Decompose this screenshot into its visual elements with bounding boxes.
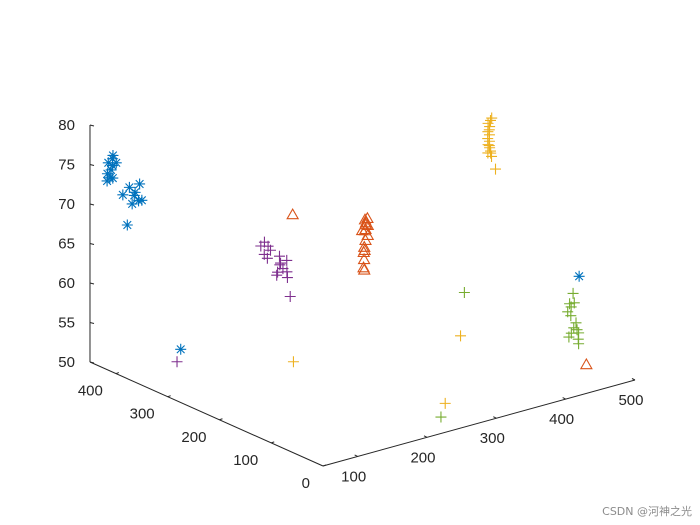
series-4-plus-point: [281, 254, 293, 266]
chart-axes: 1002003004005000100200300400505560657075…: [58, 117, 643, 492]
y-tick-label: 100: [233, 452, 258, 469]
series-5-plus-point: [565, 310, 577, 322]
z-tick-mark: [89, 243, 95, 245]
z-tick-mark: [89, 164, 95, 166]
z-tick-label: 60: [58, 275, 75, 292]
watermark-text: CSDN @河神之光: [602, 505, 692, 518]
series-5-plus-point: [568, 297, 580, 309]
series-4-plus-point: [261, 252, 273, 264]
series-3-plus-point: [484, 121, 496, 133]
z-tick-label: 65: [58, 236, 75, 253]
series-1-asterisk-point: [126, 198, 138, 210]
x-tick-label: 500: [618, 392, 643, 409]
series-1-asterisk-point: [107, 149, 119, 161]
series-4-plus-point: [272, 266, 284, 278]
x-tick-label: 100: [341, 468, 366, 485]
z-tick-label: 50: [58, 354, 75, 371]
y-tick-mark: [271, 441, 275, 444]
y-tick-mark: [219, 418, 223, 421]
y-tick-label: 200: [181, 429, 206, 446]
series-2-triangle-point: [359, 217, 373, 230]
series-1-asterisk-point: [573, 270, 585, 282]
series-5-plus-point: [563, 331, 575, 343]
x-tick-mark: [423, 435, 428, 438]
series-1-asterisk-point: [107, 172, 119, 184]
series-4-plus-point: [284, 291, 296, 303]
series-3-plus-point: [287, 356, 299, 368]
series-5-plus-point: [570, 317, 582, 329]
y-tick-label: 0: [302, 475, 310, 492]
series-3-plus-point: [483, 135, 495, 147]
x-axis-line: [322, 379, 636, 467]
series-1-asterisk-point: [175, 343, 187, 355]
series-4-plus-point: [171, 356, 183, 368]
series-1-asterisk-point: [101, 175, 113, 187]
x-tick-label: 200: [410, 449, 435, 466]
x-tick-mark: [354, 454, 358, 457]
x-tick-label: 300: [480, 430, 505, 447]
x-tick-mark: [493, 416, 497, 419]
series-1-asterisk-point: [102, 157, 114, 169]
y-tick-mark: [167, 395, 171, 398]
series-4-plus-point: [275, 257, 287, 269]
series-3-plus-point: [484, 114, 496, 126]
z-tick-mark: [89, 124, 95, 127]
series-1-asterisk-point: [106, 160, 118, 172]
series-3-plus-point: [482, 147, 494, 159]
y-tick-label: 300: [130, 406, 155, 423]
x-tick-mark: [562, 397, 566, 400]
series-1-asterisk-point: [134, 178, 146, 190]
z-tick-mark: [89, 322, 95, 324]
z-tick-label: 70: [58, 196, 75, 213]
series-3-plus-point: [455, 330, 467, 342]
series-4-plus-point: [264, 244, 276, 256]
x-tick-label: 400: [549, 411, 574, 428]
series-2-triangle-point: [355, 223, 369, 236]
series-1-asterisk-point: [105, 164, 117, 176]
series-4-plus-point: [271, 269, 283, 281]
series-1-asterisk-point: [129, 186, 141, 198]
series-1-asterisk-point: [121, 219, 133, 231]
series-5-plus-point: [568, 322, 580, 334]
series-1-asterisk-point: [128, 189, 140, 201]
series-1-asterisk-point: [110, 157, 122, 169]
series-3-plus-point: [439, 397, 451, 409]
series-3-plus-point: [482, 126, 494, 138]
z-tick-mark: [89, 282, 95, 285]
series-5-plus-point: [573, 338, 585, 350]
series-1-asterisk-point: [117, 189, 129, 201]
z-tick-label: 75: [58, 157, 75, 174]
series-1-asterisk-point: [123, 181, 135, 193]
z-tick-label: 55: [58, 315, 75, 332]
series-5-plus-point: [564, 298, 576, 310]
series-1-asterisk-point: [136, 194, 148, 206]
series-2-triangle-point: [357, 240, 371, 252]
series-5-plus-point: [458, 286, 470, 298]
z-tick-label: 80: [58, 117, 75, 134]
series-2-triangle-point: [357, 261, 370, 273]
y-axis-line: [89, 361, 324, 467]
series-4-plus-point: [274, 259, 286, 271]
series-2-triangle-point: [357, 245, 371, 258]
y-tick-label: 400: [78, 383, 103, 400]
series-3-plus-point: [490, 163, 502, 175]
series-4-plus-point: [281, 266, 293, 278]
x-tick-mark: [631, 378, 636, 381]
y-tick-mark: [322, 464, 327, 467]
series-5-plus-point: [567, 287, 579, 299]
z-tick-mark: [89, 203, 95, 206]
series-2-triangle-point: [579, 357, 593, 370]
chart-marks: [101, 112, 593, 423]
series-2-triangle-point: [286, 207, 300, 220]
z-tick-mark: [89, 361, 95, 364]
y-tick-mark: [115, 372, 120, 375]
series-5-plus-point: [435, 411, 447, 423]
